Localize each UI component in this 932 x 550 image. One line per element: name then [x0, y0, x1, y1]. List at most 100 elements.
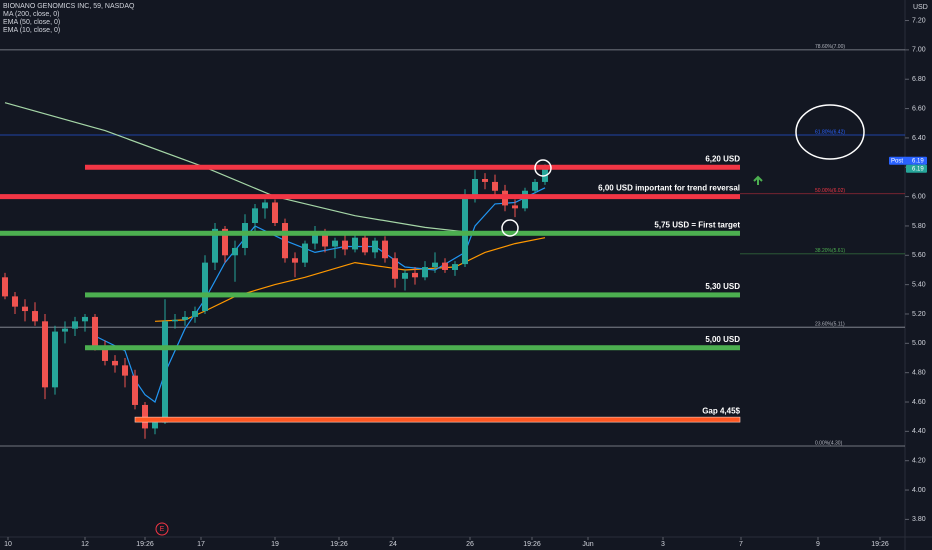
candle-body	[52, 331, 58, 388]
x-tick-label: 19:26	[871, 541, 889, 548]
candle-body	[102, 346, 108, 361]
x-tick-label: 7	[739, 541, 743, 548]
level-band	[85, 164, 740, 170]
candle-body	[352, 237, 358, 250]
y-tick-label: 5.60	[912, 252, 926, 259]
x-tick-label: 3	[661, 541, 665, 548]
candle-body	[282, 223, 288, 259]
y-tick-label: 6.40	[912, 135, 926, 142]
candle-body	[492, 181, 498, 191]
candle-body	[422, 267, 428, 278]
candle-body	[402, 272, 408, 279]
candle-body	[192, 311, 198, 317]
candle-body	[72, 321, 78, 329]
level-label: 6,20 USD	[705, 154, 740, 163]
last-price-tag	[906, 164, 927, 173]
level-label: 5,75 USD = First target	[654, 220, 740, 229]
y-tick-label: 7.20	[912, 17, 926, 24]
candle-body	[292, 258, 298, 263]
fib-label: 61.80%(6.42)	[815, 129, 845, 135]
candle-body	[312, 231, 318, 244]
earnings-marker	[155, 522, 169, 536]
indicator-label: EMA (50, close, 0)	[3, 19, 60, 26]
x-tick-label: 19:26	[330, 541, 348, 548]
y-tick-label: 5.40	[912, 281, 926, 288]
candle-body	[462, 196, 468, 265]
level-band	[0, 230, 740, 236]
y-tick-label: 6.60	[912, 105, 926, 112]
candle-body	[172, 319, 178, 322]
x-tick-label: 19:26	[136, 541, 154, 548]
candle-body	[392, 258, 398, 279]
candle-body	[182, 316, 188, 320]
candle-body	[122, 365, 128, 376]
candle-body	[202, 262, 208, 312]
x-tick-label: 10	[4, 541, 12, 548]
x-tick-label: 17	[197, 541, 205, 548]
post-price: 6.19	[912, 158, 924, 164]
y-tick-label: 4.80	[912, 370, 926, 377]
candle-body	[262, 202, 268, 209]
x-tick-label: 12	[81, 541, 89, 548]
last-price-label: 6.19	[912, 166, 924, 172]
candle-body	[432, 262, 438, 268]
level-label: 5,00 USD	[705, 335, 740, 344]
candle-body	[142, 404, 148, 429]
post-tag	[889, 156, 927, 165]
y-tick-label: 5.00	[912, 340, 926, 347]
level-label: Gap 4,45$	[702, 407, 740, 416]
candle-body	[162, 321, 168, 423]
earnings-letter: E	[160, 526, 165, 533]
y-tick-label: 7.00	[912, 47, 926, 54]
level-band	[85, 292, 740, 298]
indicator-label: MA (200, close, 0)	[3, 11, 59, 18]
indicator-line	[154, 237, 546, 322]
fib-label: 23.60%(5.11)	[815, 322, 845, 328]
highlight-circle	[501, 219, 519, 237]
candle-body	[332, 240, 338, 247]
candle-body	[22, 306, 28, 312]
candle-body	[442, 262, 448, 270]
candle-body	[522, 190, 528, 209]
y-tick-label: 4.60	[912, 399, 926, 406]
y-tick-label: 6.00	[912, 193, 926, 200]
candle-body	[92, 316, 98, 347]
candle-body	[212, 228, 218, 263]
y-tick-label: 4.20	[912, 458, 926, 465]
fib-label: 0.00%(4.30)	[815, 440, 843, 446]
fib-retracement: 78.60%(7.00) 61.80%(6.42) 50.00%(6.02) 38.2…	[0, 44, 905, 447]
candle-body	[372, 240, 378, 253]
y-tick-label: 5.80	[912, 223, 926, 230]
x-tick-label: Jun	[582, 541, 593, 548]
indicator-label: EMA (10, close, 0)	[3, 27, 60, 34]
y-tick-label: 4.40	[912, 428, 926, 435]
candle-body	[362, 237, 368, 253]
level-band	[0, 194, 740, 200]
candle-body	[112, 360, 118, 366]
candle-body	[82, 316, 88, 322]
x-tick-label: 19	[271, 541, 279, 548]
level-band	[134, 416, 741, 423]
candle-body	[222, 228, 228, 256]
highlight-ellipse	[795, 104, 865, 160]
y-tick-label: 5.20	[912, 311, 926, 318]
candle-body	[382, 240, 388, 259]
candle-body	[512, 205, 518, 209]
y-tick-label: 3.80	[912, 516, 926, 523]
candle-body	[302, 243, 308, 263]
candle-body	[452, 264, 458, 270]
level-label: 5,30 USD	[705, 282, 740, 291]
candle-body	[132, 375, 138, 405]
candle-body	[272, 202, 278, 224]
levels: 6,20 USD 6,00 USD important for trend rev…	[0, 154, 741, 423]
level-label: 6,00 USD important for trend reversal	[598, 184, 740, 193]
candle-body	[2, 277, 8, 297]
candle-body	[482, 179, 488, 182]
candle-body	[12, 296, 18, 307]
candle-body	[412, 272, 418, 278]
candle-body	[42, 321, 48, 388]
x-tick-label: 24	[389, 541, 397, 548]
currency-label: USD	[913, 4, 928, 11]
fib-label: 50.00%(6.02)	[815, 188, 845, 194]
